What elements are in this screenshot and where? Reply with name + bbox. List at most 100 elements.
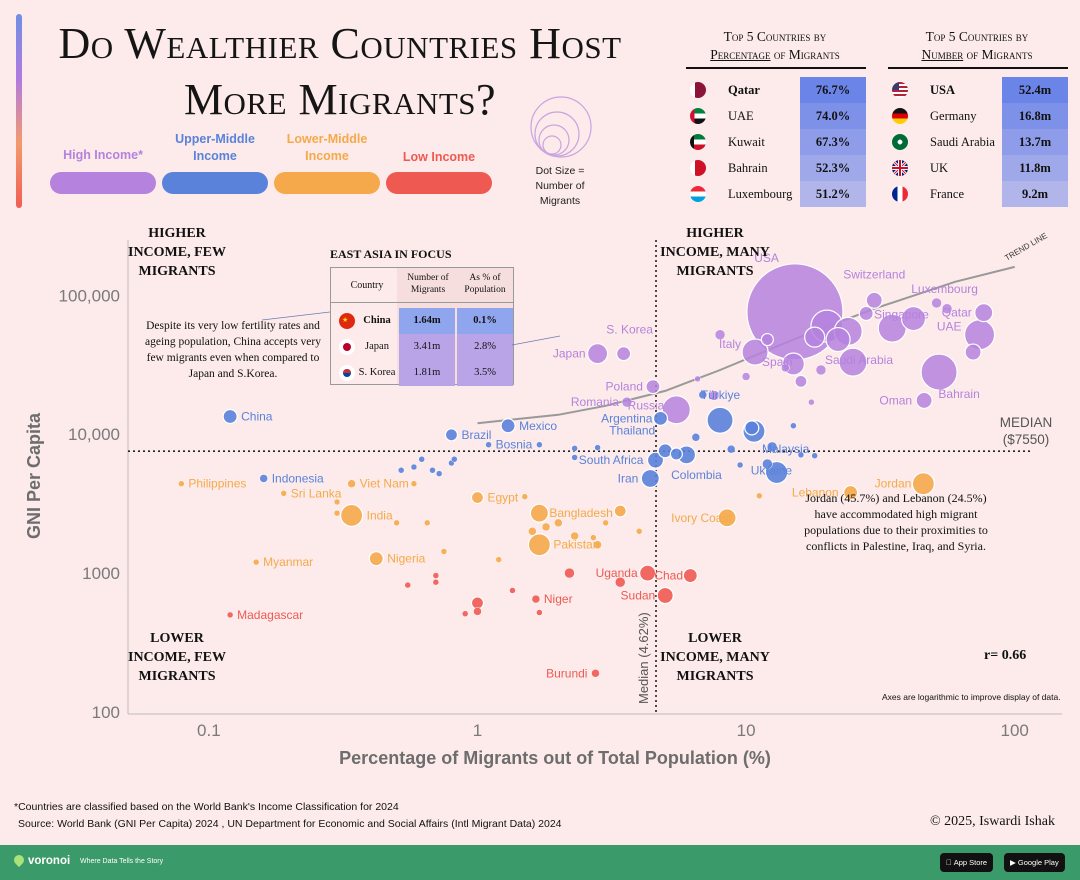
point (432, 578, 440, 586)
title-accent-bar (16, 14, 22, 208)
label-chad: Chad (654, 569, 683, 583)
footer-bar: voronoi Where Data Tells the Story  App… (0, 845, 1080, 880)
germany-flag-icon (892, 108, 908, 124)
east-asia-table: Country Number of Migrants As % of Popul… (330, 267, 514, 386)
point (614, 576, 626, 588)
x-tick-label: 100 (1001, 721, 1029, 740)
top5-percentage-rule (686, 67, 866, 69)
point-sri-lanka (280, 490, 287, 497)
point (397, 467, 405, 474)
point (429, 467, 436, 474)
label-usa: USA (754, 251, 779, 265)
top5-percentage-value: 76.7% (800, 77, 866, 103)
point (593, 540, 602, 549)
point-chad (682, 567, 698, 584)
scatter-chart: 0.1 1 10 100 100 1000 10,000 100,000 Percentage … (24, 231, 1062, 768)
east-asia-percent: 3.5% (457, 360, 513, 386)
legend-swatch-upper-middle (162, 172, 268, 194)
app-store-button[interactable]:  App Store (940, 853, 994, 872)
point (794, 374, 808, 388)
point (781, 363, 790, 373)
east-asia-percent: 2.8% (457, 334, 513, 360)
legend-label-low: Low Income (402, 150, 476, 164)
top5-percentage-row: Kuwait 67.3% (686, 129, 866, 155)
top5-number-rule (888, 67, 1068, 69)
china-flag-icon: ★ (339, 313, 355, 329)
point (470, 596, 485, 610)
median-x-label: Median (4.62%) (636, 612, 651, 704)
point-ivory-coast (717, 508, 737, 528)
east-asia-country: Japan (365, 341, 389, 352)
point (418, 456, 425, 463)
point (435, 470, 443, 477)
east-asia-country: S. Korea (358, 367, 396, 378)
point (706, 406, 734, 434)
point-pakistan (527, 533, 551, 557)
top5-number-row: UK 11.8m (888, 155, 1068, 181)
point (451, 456, 458, 463)
point (708, 390, 720, 401)
east-asia-header-country: Country (350, 280, 384, 291)
point (432, 572, 440, 579)
label-t-rkiye: Türkiye (701, 388, 741, 402)
point-oman (915, 391, 933, 410)
y-tick-label: 10,000 (68, 425, 120, 444)
top5-percentage-country: Qatar (728, 83, 760, 97)
point (941, 303, 953, 314)
top5-number-country: UK (930, 161, 949, 175)
point-uganda (639, 564, 657, 582)
legend-label-lower-middle: Lower-Middle Income (286, 132, 368, 163)
label-poland: Poland (606, 380, 643, 394)
x-tick-label: 1 (473, 721, 482, 740)
point-poland (645, 379, 661, 395)
point (461, 610, 469, 617)
point-t-rkiye (698, 390, 708, 400)
point-philippines (178, 480, 185, 487)
point-bosnia (485, 441, 492, 448)
label-brazil: Brazil (461, 428, 491, 442)
label-madagascar: Madagascar (237, 608, 303, 622)
top5-number-value: 16.8m (1002, 103, 1068, 129)
point (762, 458, 773, 470)
label-luxembourg: Luxembourg (911, 282, 978, 296)
point-romania (621, 396, 633, 408)
point (790, 422, 797, 430)
point (815, 364, 827, 376)
point (858, 305, 874, 322)
point-switzerland (865, 291, 883, 309)
point (521, 493, 529, 500)
label-ivory-coast: Ivory Coast (671, 511, 732, 525)
label-south-africa: South Africa (579, 453, 644, 467)
legend-swatch-high (50, 172, 156, 194)
label-switzerland: Switzerland (843, 267, 905, 281)
classification-footnote: *Countries are classified based on the W… (14, 801, 399, 813)
credit: © 2025, Iswardi Ishak (930, 814, 1055, 829)
top5-number-row: USA 52.4m (888, 77, 1068, 103)
point (744, 420, 760, 436)
point-qatar (974, 303, 994, 323)
quadrant-top-left: Higher Income, Few Migrants (128, 226, 226, 279)
point (564, 567, 575, 579)
top5-number-country: France (930, 187, 965, 201)
top5-number-value: 52.4m (1002, 77, 1068, 103)
label-romania: Romania (571, 395, 619, 409)
legend-swatch-lower-middle (274, 172, 380, 194)
label-uae: UAE (937, 320, 962, 334)
quadrant-bottom-right: Lower Income, Many Migrants (660, 631, 770, 684)
svg-text:★: ★ (342, 316, 348, 324)
point (536, 609, 543, 616)
label-qatar: Qatar (942, 306, 972, 320)
google-play-button[interactable]: ▶ Google Play (1004, 853, 1065, 872)
top5-number-country: Saudi Arabia (930, 135, 995, 149)
luxembourg-flag-icon (690, 186, 706, 202)
point (635, 528, 643, 535)
point (590, 534, 597, 541)
point-burundi (591, 669, 600, 678)
point-italy (741, 338, 769, 366)
east-asia-number: 1.64m (399, 308, 455, 334)
voronoi-logo[interactable]: voronoi (11, 852, 70, 868)
uk-flag-icon (892, 160, 908, 176)
top5-percentage-row: UAE 74.0% (686, 103, 866, 129)
label-colombia: Colombia (671, 468, 722, 482)
point-russia (661, 395, 691, 425)
